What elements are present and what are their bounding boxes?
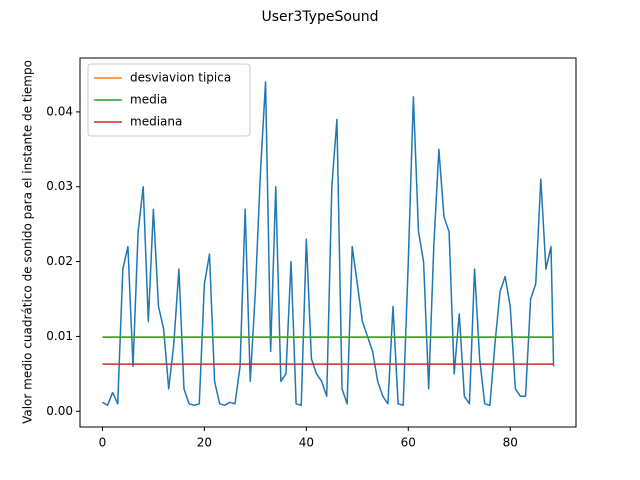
legend-label: media (130, 93, 167, 107)
x-tick-label: 0 (99, 436, 107, 450)
legend-label: mediana (130, 115, 182, 129)
y-tick-label: 0.04 (46, 104, 73, 118)
y-axis-label: Valor medio cuadrático de sonido para el… (21, 60, 35, 424)
series-line (102, 81, 555, 407)
legend-box (87, 63, 251, 137)
plot-frame (79, 57, 577, 428)
x-tick-label: 60 (401, 436, 416, 450)
y-tick-label: 0.02 (46, 254, 73, 268)
chart-title: User3TypeSound (261, 9, 378, 25)
legend-label: desviavion tipica (130, 71, 231, 85)
x-tick-label: 20 (197, 436, 212, 450)
y-tick-label: 0.03 (46, 179, 73, 193)
x-tick-label: 80 (503, 436, 518, 450)
y-tick-label: 0.00 (46, 404, 73, 418)
y-tick-label: 0.01 (46, 329, 73, 343)
x-tick-label: 40 (299, 436, 314, 450)
